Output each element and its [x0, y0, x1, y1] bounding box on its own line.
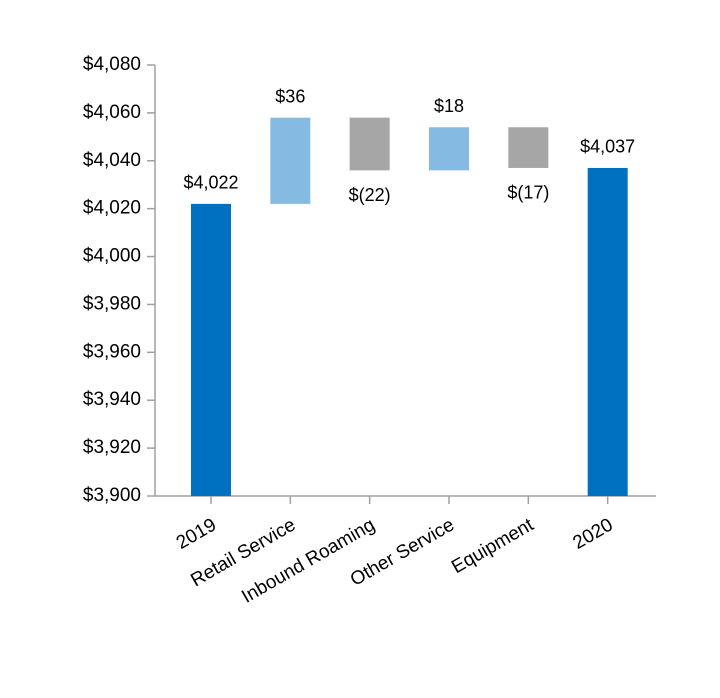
data-label: $4,022 [183, 173, 238, 193]
x-tick-label: Inbound Roaming [238, 514, 378, 607]
y-tick-label: $4,020 [83, 198, 141, 219]
x-tick-label: Equipment [448, 514, 538, 578]
y-tick-label: $4,060 [83, 102, 141, 123]
y-tick-label: $4,040 [83, 150, 141, 171]
data-label: $18 [434, 96, 464, 116]
x-tick-label: 2019 [173, 514, 220, 553]
bar [587, 167, 628, 496]
y-tick-label: $3,960 [83, 341, 141, 362]
bar [191, 203, 231, 496]
data-label: $4,037 [580, 137, 635, 157]
y-tick-label: $4,000 [83, 246, 141, 267]
x-tick-label: 2020 [570, 514, 617, 553]
bar [270, 117, 311, 204]
y-tick-label: $3,940 [83, 389, 141, 410]
bar [349, 117, 390, 171]
y-tick-label: $3,900 [83, 485, 141, 506]
data-label: $36 [275, 86, 305, 106]
y-tick-label: $3,980 [83, 293, 141, 314]
bar [429, 127, 469, 171]
y-tick-label: $4,080 [83, 54, 141, 75]
data-label: $(22) [349, 185, 391, 205]
bar [508, 127, 549, 168]
y-tick-label: $3,920 [83, 437, 141, 458]
data-label: $(17) [507, 183, 549, 203]
